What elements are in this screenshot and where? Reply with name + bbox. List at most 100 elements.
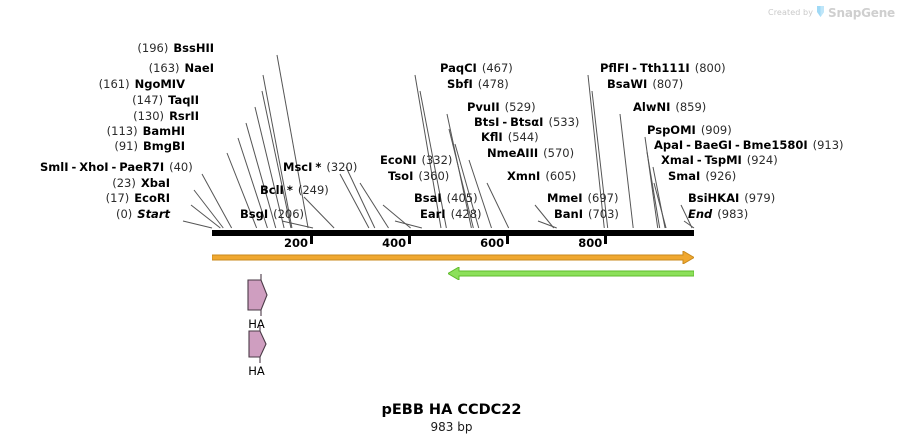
restriction-site-label-end[interactable]: End (983) bbox=[688, 208, 748, 220]
restriction-site-label-pvuii[interactable]: PvuII (529) bbox=[467, 101, 536, 113]
enzyme-name-mmei-0: MmeI bbox=[547, 191, 583, 205]
site-position-nmeaiii: (570) bbox=[543, 146, 575, 160]
enzyme-name-taqii-0: TaqII bbox=[168, 93, 199, 107]
site-position-end: (983) bbox=[717, 207, 749, 221]
ha-feature-arrow[interactable] bbox=[248, 325, 267, 363]
restriction-site-label-eari[interactable]: EarI (428) bbox=[420, 208, 482, 220]
site-position-apai: (913) bbox=[812, 138, 844, 152]
restriction-site-label-econi[interactable]: EcoNI (332) bbox=[380, 154, 452, 166]
leader-line-tsoi bbox=[359, 182, 389, 229]
restriction-site-label-xmai[interactable]: XmaI - TspMI (924) bbox=[661, 154, 778, 166]
watermark-created-by-label: Created by bbox=[768, 8, 814, 17]
enzyme-name-smai-0: SmaI bbox=[668, 169, 701, 183]
restriction-site-label-sbfi[interactable]: SbfI (478) bbox=[447, 78, 509, 90]
snapgene-logo-icon bbox=[816, 3, 825, 22]
restriction-site-label-taqii[interactable]: (147) TaqII bbox=[132, 94, 199, 106]
leader-line-bani bbox=[537, 220, 557, 229]
enzyme-name-btsi-1: BtsαI bbox=[510, 115, 544, 129]
restriction-site-label-alwni[interactable]: AlwNI (859) bbox=[633, 101, 706, 113]
site-position-pspomi: (909) bbox=[700, 123, 732, 137]
enzyme-name-xmni-0: XmnI bbox=[507, 169, 541, 183]
ha-feature-shape bbox=[248, 325, 267, 363]
enzyme-name-xmai-0: XmaI bbox=[661, 153, 694, 167]
restriction-site-label-bsshii[interactable]: (196) BssHII bbox=[137, 42, 214, 54]
restriction-site-label-rsrii[interactable]: (130) RsrII bbox=[133, 110, 199, 122]
leader-line-xmni bbox=[486, 182, 510, 229]
site-position-tsoi: (360) bbox=[418, 169, 450, 183]
leader-line-pflfi bbox=[587, 74, 605, 229]
restriction-site-label-ngomiv[interactable]: (161) NgoMIV bbox=[99, 78, 185, 90]
restriction-site-label-apai[interactable]: ApaI - BaeGI - Bme1580I (913) bbox=[654, 139, 844, 151]
restriction-site-label-start[interactable]: (0) Start bbox=[116, 208, 170, 220]
leader-line-bamhi bbox=[237, 137, 268, 229]
restriction-site-label-kfli[interactable]: KflI (544) bbox=[481, 131, 539, 143]
leader-line-smli bbox=[201, 173, 233, 229]
leader-line-ngomiv bbox=[261, 90, 292, 229]
orange-feature-arrow-shape bbox=[211, 249, 695, 265]
ha-feature-label: HA bbox=[248, 317, 265, 331]
leader-line-start bbox=[182, 220, 213, 229]
restriction-site-label-bsihkai[interactable]: BsiHKAI (979) bbox=[688, 192, 775, 204]
site-position-sbfi: (478) bbox=[477, 77, 509, 91]
leader-line-rsrii bbox=[245, 122, 277, 229]
leader-line-sbfi bbox=[419, 90, 447, 229]
name-separator: - bbox=[502, 115, 508, 129]
leader-line-econi bbox=[345, 166, 376, 229]
restriction-site-label-nmeaiii[interactable]: NmeAIII (570) bbox=[487, 147, 574, 159]
restriction-site-label-tsoi[interactable]: TsoI (360) bbox=[388, 170, 449, 182]
restriction-site-label-bmgbi[interactable]: (91) BmgBI bbox=[114, 140, 185, 152]
restriction-site-label-bcli[interactable]: BclI * (249) bbox=[260, 184, 329, 196]
restriction-site-label-bani[interactable]: BanI (703) bbox=[554, 208, 619, 220]
restriction-site-label-paqci[interactable]: PaqCI (467) bbox=[440, 62, 513, 74]
restriction-site-label-bsai[interactable]: BsaI (405) bbox=[414, 192, 478, 204]
restriction-site-label-xmni[interactable]: XmnI (605) bbox=[507, 170, 576, 182]
restriction-site-label-pspomi[interactable]: PspOMI (909) bbox=[647, 124, 732, 136]
enzyme-name-smli-0: SmlI bbox=[40, 160, 69, 174]
enzyme-name-ecori-0: EcoRI bbox=[134, 191, 170, 205]
restriction-site-label-smai[interactable]: SmaI (926) bbox=[668, 170, 736, 182]
site-position-kfli: (544) bbox=[507, 130, 539, 144]
leader-line-bmgbi bbox=[226, 152, 258, 229]
enzyme-name-econi-0: EcoNI bbox=[380, 153, 417, 167]
enzyme-name-btsi-0: BtsI bbox=[474, 115, 500, 129]
page-title: pEBB HA CCDC22 bbox=[381, 402, 522, 418]
enzyme-name-kfli-0: KflI bbox=[481, 130, 503, 144]
name-separator: - bbox=[632, 61, 637, 75]
restriction-site-label-bsawi[interactable]: BsaWI (807) bbox=[607, 78, 683, 90]
enzyme-name-bsshii-0: BssHII bbox=[173, 41, 214, 55]
enzyme-name-pvuii-0: PvuII bbox=[467, 100, 500, 114]
ha-feature-arrow[interactable] bbox=[247, 274, 268, 316]
site-position-bsgi: (206) bbox=[273, 207, 305, 221]
leader-line-smai bbox=[653, 182, 667, 229]
restriction-site-label-pflfi[interactable]: PflFI - Tth111I (800) bbox=[600, 62, 726, 74]
orange-feature-arrow[interactable] bbox=[211, 249, 695, 268]
enzyme-name-bamhi-0: BamHI bbox=[142, 124, 185, 138]
leader-line-eari bbox=[394, 220, 422, 229]
green-feature-arrow[interactable] bbox=[447, 265, 695, 284]
restriction-site-label-ecori[interactable]: (17) EcoRI bbox=[106, 192, 170, 204]
restriction-site-label-bsgi[interactable]: BsgI (206) bbox=[240, 208, 304, 220]
leader-line-nmeaiii bbox=[468, 159, 492, 229]
enzyme-name-apai-0: ApaI bbox=[654, 138, 684, 152]
ruler-tick-400 bbox=[408, 236, 412, 244]
snapgene-watermark: Created by SnapGene bbox=[768, 3, 895, 22]
site-position-bmgbi: (91) bbox=[114, 139, 138, 153]
enzyme-name-bsai-0: BsaI bbox=[414, 191, 442, 205]
ruler-tick-label-200: 200 bbox=[284, 236, 309, 250]
leader-line-alwni bbox=[619, 113, 634, 229]
leader-line-bsai bbox=[382, 204, 411, 229]
enzyme-name-bcli-0: BclI bbox=[260, 183, 284, 197]
restriction-site-label-btsi[interactable]: BtsI - BtsαI (533) bbox=[474, 116, 579, 128]
restriction-site-label-xbai[interactable]: (23) XbaI bbox=[112, 177, 170, 189]
restriction-site-label-naei[interactable]: (163) NaeI bbox=[149, 62, 214, 74]
restriction-site-label-bamhi[interactable]: (113) BamHI bbox=[107, 125, 185, 137]
restriction-site-label-smli[interactable]: SmlI - XhoI - PaeR7I (40) bbox=[40, 161, 193, 173]
leader-line-bcli bbox=[303, 196, 335, 229]
enzyme-name-nmeaiii-0: NmeAIII bbox=[487, 146, 539, 160]
restriction-site-label-mmei[interactable]: MmeI (697) bbox=[547, 192, 618, 204]
leader-line-paqci bbox=[414, 74, 442, 229]
enzyme-name-bani-0: BanI bbox=[554, 207, 583, 221]
site-position-bcli: (249) bbox=[297, 183, 329, 197]
restriction-site-label-msci[interactable]: MscI * (320) bbox=[283, 161, 357, 173]
enzyme-name-pflfi-1: Tth111I bbox=[639, 61, 690, 75]
